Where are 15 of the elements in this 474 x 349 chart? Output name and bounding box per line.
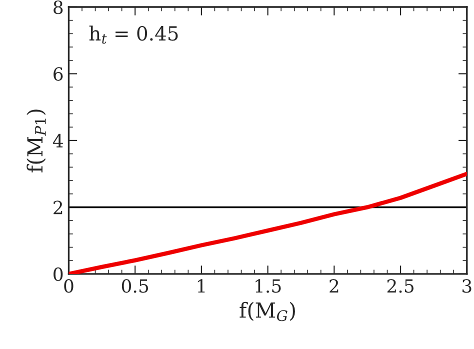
annotation: h$_{t}$ = 0.45: [89, 26, 178, 44]
x-tick-label: 2: [330, 279, 338, 293]
y-tick-label: 2: [54, 200, 62, 214]
y-tick-label: 0: [54, 267, 63, 282]
x-tick-label: 2.5: [387, 279, 414, 293]
x-tick-label: 3: [462, 279, 472, 293]
y-tick-label: 8: [54, 0, 63, 14]
x-tick-label: 1: [198, 279, 205, 293]
x-tick-label: 0: [64, 279, 74, 293]
x-tick-label: 1.5: [256, 279, 281, 293]
x-tick-label: 0.5: [122, 279, 148, 293]
x-axis-title: f(M$_{G}$): [240, 302, 295, 322]
y-axis-title: f(M$_{P1}$): [26, 110, 46, 172]
y-tick-label: 6: [54, 67, 63, 81]
y-tick-label: 4: [52, 134, 63, 148]
